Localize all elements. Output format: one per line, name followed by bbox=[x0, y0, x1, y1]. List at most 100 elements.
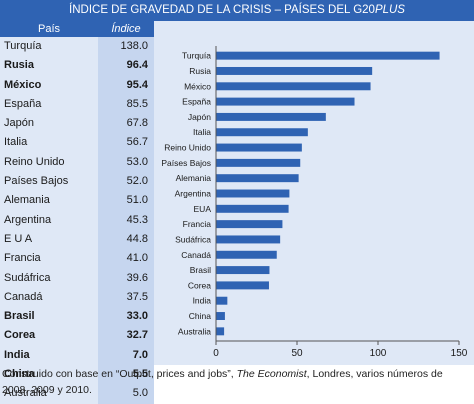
index-cell: 53.0 bbox=[98, 152, 154, 173]
table-row: Rusia 96.4 bbox=[0, 56, 154, 76]
bar bbox=[216, 82, 371, 91]
index-cell: 96.4 bbox=[98, 56, 154, 76]
country-cell: Corea bbox=[0, 326, 98, 346]
index-cell: 37.5 bbox=[98, 287, 154, 308]
source-note: Construido con base en “Output, prices a… bbox=[2, 366, 472, 398]
category-label: Sudáfrica bbox=[175, 234, 211, 244]
table-rows: Turquía 138.0 Rusia 96.4 México 95.4 España 85.… bbox=[0, 37, 154, 404]
index-cell: 44.8 bbox=[98, 229, 154, 250]
country-cell: China bbox=[0, 365, 98, 385]
country-cell: Japón bbox=[0, 114, 98, 134]
bar bbox=[216, 51, 440, 60]
index-cell: 52.0 bbox=[98, 172, 154, 192]
table-row: Alemania 51.0 bbox=[0, 191, 154, 211]
index-cell: 32.7 bbox=[98, 326, 154, 346]
x-tick-label: 150 bbox=[451, 348, 468, 359]
country-cell: E U A bbox=[0, 229, 98, 250]
table-row: Sudáfrica 39.6 bbox=[0, 268, 154, 288]
table-row: Italia 56.7 bbox=[0, 133, 154, 153]
table-row: Japón 67.8 bbox=[0, 114, 154, 134]
index-cell: 33.0 bbox=[98, 307, 154, 327]
index-cell: 85.5 bbox=[98, 94, 154, 115]
bar bbox=[216, 112, 326, 121]
country-cell: Australia bbox=[0, 384, 98, 404]
bar bbox=[216, 220, 283, 229]
x-tick-label: 50 bbox=[291, 348, 303, 359]
index-cell: 138.0 bbox=[98, 37, 154, 57]
category-label: Alemania bbox=[176, 173, 212, 183]
country-cell: Alemania bbox=[0, 191, 98, 211]
country-cell: Italia bbox=[0, 133, 98, 153]
table-row: E U A 44.8 bbox=[0, 229, 154, 250]
table-row: México 95.4 bbox=[0, 75, 154, 95]
index-cell: 7.0 bbox=[98, 345, 154, 366]
country-cell: Sudáfrica bbox=[0, 268, 98, 288]
bar bbox=[216, 327, 225, 336]
table-row: Canadá 37.5 bbox=[0, 287, 154, 308]
country-cell: Reino Unido bbox=[0, 152, 98, 173]
country-cell: India bbox=[0, 345, 98, 366]
source-publication: The Economist bbox=[236, 368, 307, 380]
index-cell: 95.4 bbox=[98, 75, 154, 95]
table-row: Turquía 138.0 bbox=[0, 37, 154, 57]
table-row: Brasil 33.0 bbox=[0, 307, 154, 327]
bar bbox=[216, 235, 281, 244]
category-label: China bbox=[189, 311, 211, 321]
category-label: Canadá bbox=[181, 250, 211, 260]
category-label: EUA bbox=[194, 204, 212, 214]
source-prefix: Construido con base en “Output, prices a… bbox=[2, 368, 237, 380]
source-suffix: , Londres, varios números de bbox=[306, 368, 443, 380]
index-cell: 51.0 bbox=[98, 191, 154, 211]
category-label: Argentina bbox=[175, 189, 212, 199]
title-main: ÍNDICE DE GRAVEDAD DE LA CRISIS – PAÍSES… bbox=[69, 4, 375, 16]
table-row: Francia 41.0 bbox=[0, 249, 154, 269]
x-tick-label: 100 bbox=[370, 348, 387, 359]
category-label: Turquía bbox=[182, 51, 211, 61]
index-cell: 56.7 bbox=[98, 133, 154, 153]
index-cell: 5.5 bbox=[98, 365, 154, 385]
table-row: India 7.0 bbox=[0, 345, 154, 366]
table-header: País Índice bbox=[0, 21, 154, 37]
index-cell: 45.3 bbox=[98, 210, 154, 230]
x-tick-label: 0 bbox=[213, 348, 219, 359]
category-label: Australia bbox=[178, 326, 211, 336]
category-label: Brasil bbox=[190, 265, 211, 275]
country-cell: Países Bajos bbox=[0, 172, 98, 192]
figure-title: ÍNDICE DE GRAVEDAD DE LA CRISIS – PAÍSES… bbox=[0, 0, 474, 21]
category-label: Reino Unido bbox=[164, 143, 211, 153]
category-label: Italia bbox=[193, 127, 211, 137]
table-row: China 5.5 bbox=[0, 365, 154, 385]
country-cell: Brasil bbox=[0, 307, 98, 327]
category-label: Francia bbox=[183, 219, 212, 229]
bar-chart: Turquía Rusia México España Japón Italia Reino… bbox=[161, 46, 468, 359]
country-cell: México bbox=[0, 75, 98, 95]
category-label: México bbox=[184, 81, 211, 91]
bar bbox=[216, 189, 290, 198]
category-label: India bbox=[193, 296, 212, 306]
header-country: País bbox=[37, 23, 60, 35]
bar bbox=[216, 250, 277, 259]
table-row: Corea 32.7 bbox=[0, 326, 154, 346]
bar bbox=[216, 204, 289, 213]
table-row: Reino Unido 53.0 bbox=[0, 152, 154, 173]
table-row: Países Bajos 52.0 bbox=[0, 172, 154, 192]
country-cell: España bbox=[0, 94, 98, 115]
bar bbox=[216, 97, 355, 106]
index-cell: 67.8 bbox=[98, 114, 154, 134]
category-label: Japón bbox=[188, 112, 211, 122]
bar bbox=[216, 128, 308, 137]
country-cell: Francia bbox=[0, 249, 98, 269]
bar bbox=[216, 66, 373, 75]
bar bbox=[216, 266, 270, 275]
table-row: España 85.5 bbox=[0, 94, 154, 115]
bar bbox=[216, 174, 299, 183]
category-label: España bbox=[182, 97, 211, 107]
source-line2: 2008, 2009 y 2010. bbox=[2, 384, 92, 396]
country-cell: Canadá bbox=[0, 287, 98, 308]
bar bbox=[216, 296, 228, 305]
country-cell: Argentina bbox=[0, 210, 98, 230]
bar bbox=[216, 143, 302, 152]
bar bbox=[216, 312, 225, 320]
bar bbox=[216, 158, 301, 167]
